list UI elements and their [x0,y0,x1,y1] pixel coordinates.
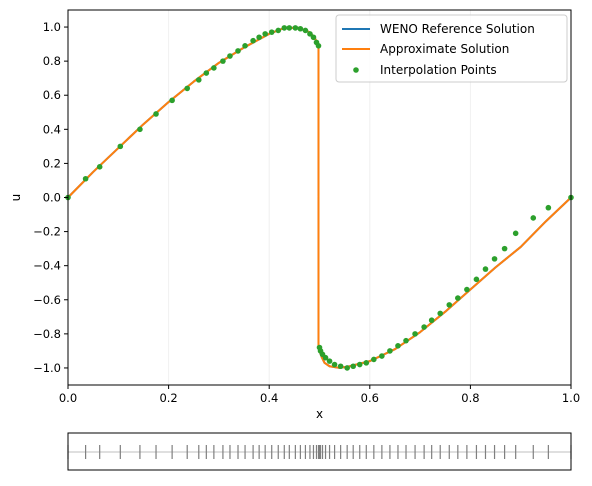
x-tick-label: 0.2 [159,391,177,405]
interpolation-point [169,97,175,104]
interpolation-point [286,25,293,31]
legend-box [335,14,568,83]
interpolation-point [387,348,393,354]
interpolation-point [512,230,519,237]
interpolation-point [545,204,552,211]
interpolation-point [363,360,370,366]
interpolation-point [446,302,453,308]
interpolation-point [184,85,191,92]
interpolation-point [292,25,299,31]
interpolation-point [82,175,89,182]
x-tick-label: 1.0 [562,391,580,405]
x-tick-label: 0.6 [361,391,379,405]
interpolation-point [412,331,418,337]
interpolation-point [302,27,309,34]
interpolation-point [356,361,363,368]
interpolation-point [379,353,385,359]
y-tick-label: −0.4 [33,259,61,273]
x-axis-ticks: 0.0 0.2 0.4 0.6 0.8 1.0 [59,385,580,405]
interpolation-point [256,34,262,41]
y-axis-label: u [9,194,23,202]
interpolation-point [211,65,217,71]
interpolation-point [281,25,288,31]
interpolation-point [153,111,159,117]
interpolation-point [501,245,508,252]
interpolation-point [315,42,322,49]
y-tick-label: 1.0 [43,20,61,34]
interpolation-point [137,126,143,133]
interpolation-point [344,365,350,371]
interpolation-point [403,337,409,344]
x-tick-label: 0.0 [59,391,77,405]
interpolation-point [482,266,489,272]
interpolation-point [326,358,333,364]
point-distribution-strip [67,432,572,471]
y-axis-ticks: 1.0 0.8 0.6 0.4 0.2 0.0 −0.2 −0.4 −0.6 −0.8 −1.0 [33,20,68,375]
interpolation-point [464,286,470,293]
main-plot: 0.0 0.2 0.4 0.6 0.8 1.0 1.0 0.8 0.6 0.4 0.2 0.0 −0.… [9,9,580,421]
interpolation-point [350,363,357,370]
legend-entry-points: Interpolation Points [380,63,497,77]
y-tick-label: −0.8 [33,327,61,341]
y-tick-label: −0.6 [33,293,61,307]
y-tick-label: 0.8 [43,54,61,68]
interpolation-point [371,356,377,363]
interpolation-point [250,37,256,44]
legend-entry-approximate: Approximate Solution [380,42,509,56]
plot-series [65,25,574,371]
interpolation-point [473,276,480,283]
interpolation-point [428,317,435,324]
interpolation-point [203,70,210,76]
interpolation-point [421,324,427,330]
interpolation-point [455,295,461,301]
interpolation-point [310,34,317,41]
interpolation-point [227,53,233,59]
interpolation-point [530,215,537,221]
interpolation-point [337,363,344,370]
interpolation-point [491,256,498,262]
x-tick-label: 0.8 [461,391,479,405]
interpolation-point [275,27,282,34]
interpolation-point [268,29,275,35]
interpolation-point [117,143,124,150]
x-axis-label: x [316,407,323,421]
legend-entry-reference: WENO Reference Solution [380,22,535,36]
y-tick-label: 0.6 [43,88,61,102]
y-tick-label: 0.2 [43,156,61,170]
y-tick-label: 0.0 [43,191,61,205]
legend: WENO Reference Solution Approximate Solu… [335,14,568,83]
y-tick-label: −0.2 [33,225,61,239]
y-tick-label: −1.0 [33,361,61,375]
interpolation-point [242,42,248,49]
x-tick-label: 0.4 [260,391,278,405]
interpolation-point [96,164,103,170]
interpolation-point [395,342,401,349]
interpolation-point [322,354,329,361]
interpolation-point [235,48,241,54]
interpolation-point [220,58,226,64]
strip-frame [67,432,572,471]
interpolation-point [331,361,338,368]
y-tick-label: 0.4 [43,122,61,136]
interpolation-point [195,77,202,83]
interpolation-point [437,310,444,317]
interpolation-point [297,25,304,32]
interpolation-point [262,31,268,37]
interpolation-point [307,31,313,37]
legend-swatch-points [353,67,359,73]
